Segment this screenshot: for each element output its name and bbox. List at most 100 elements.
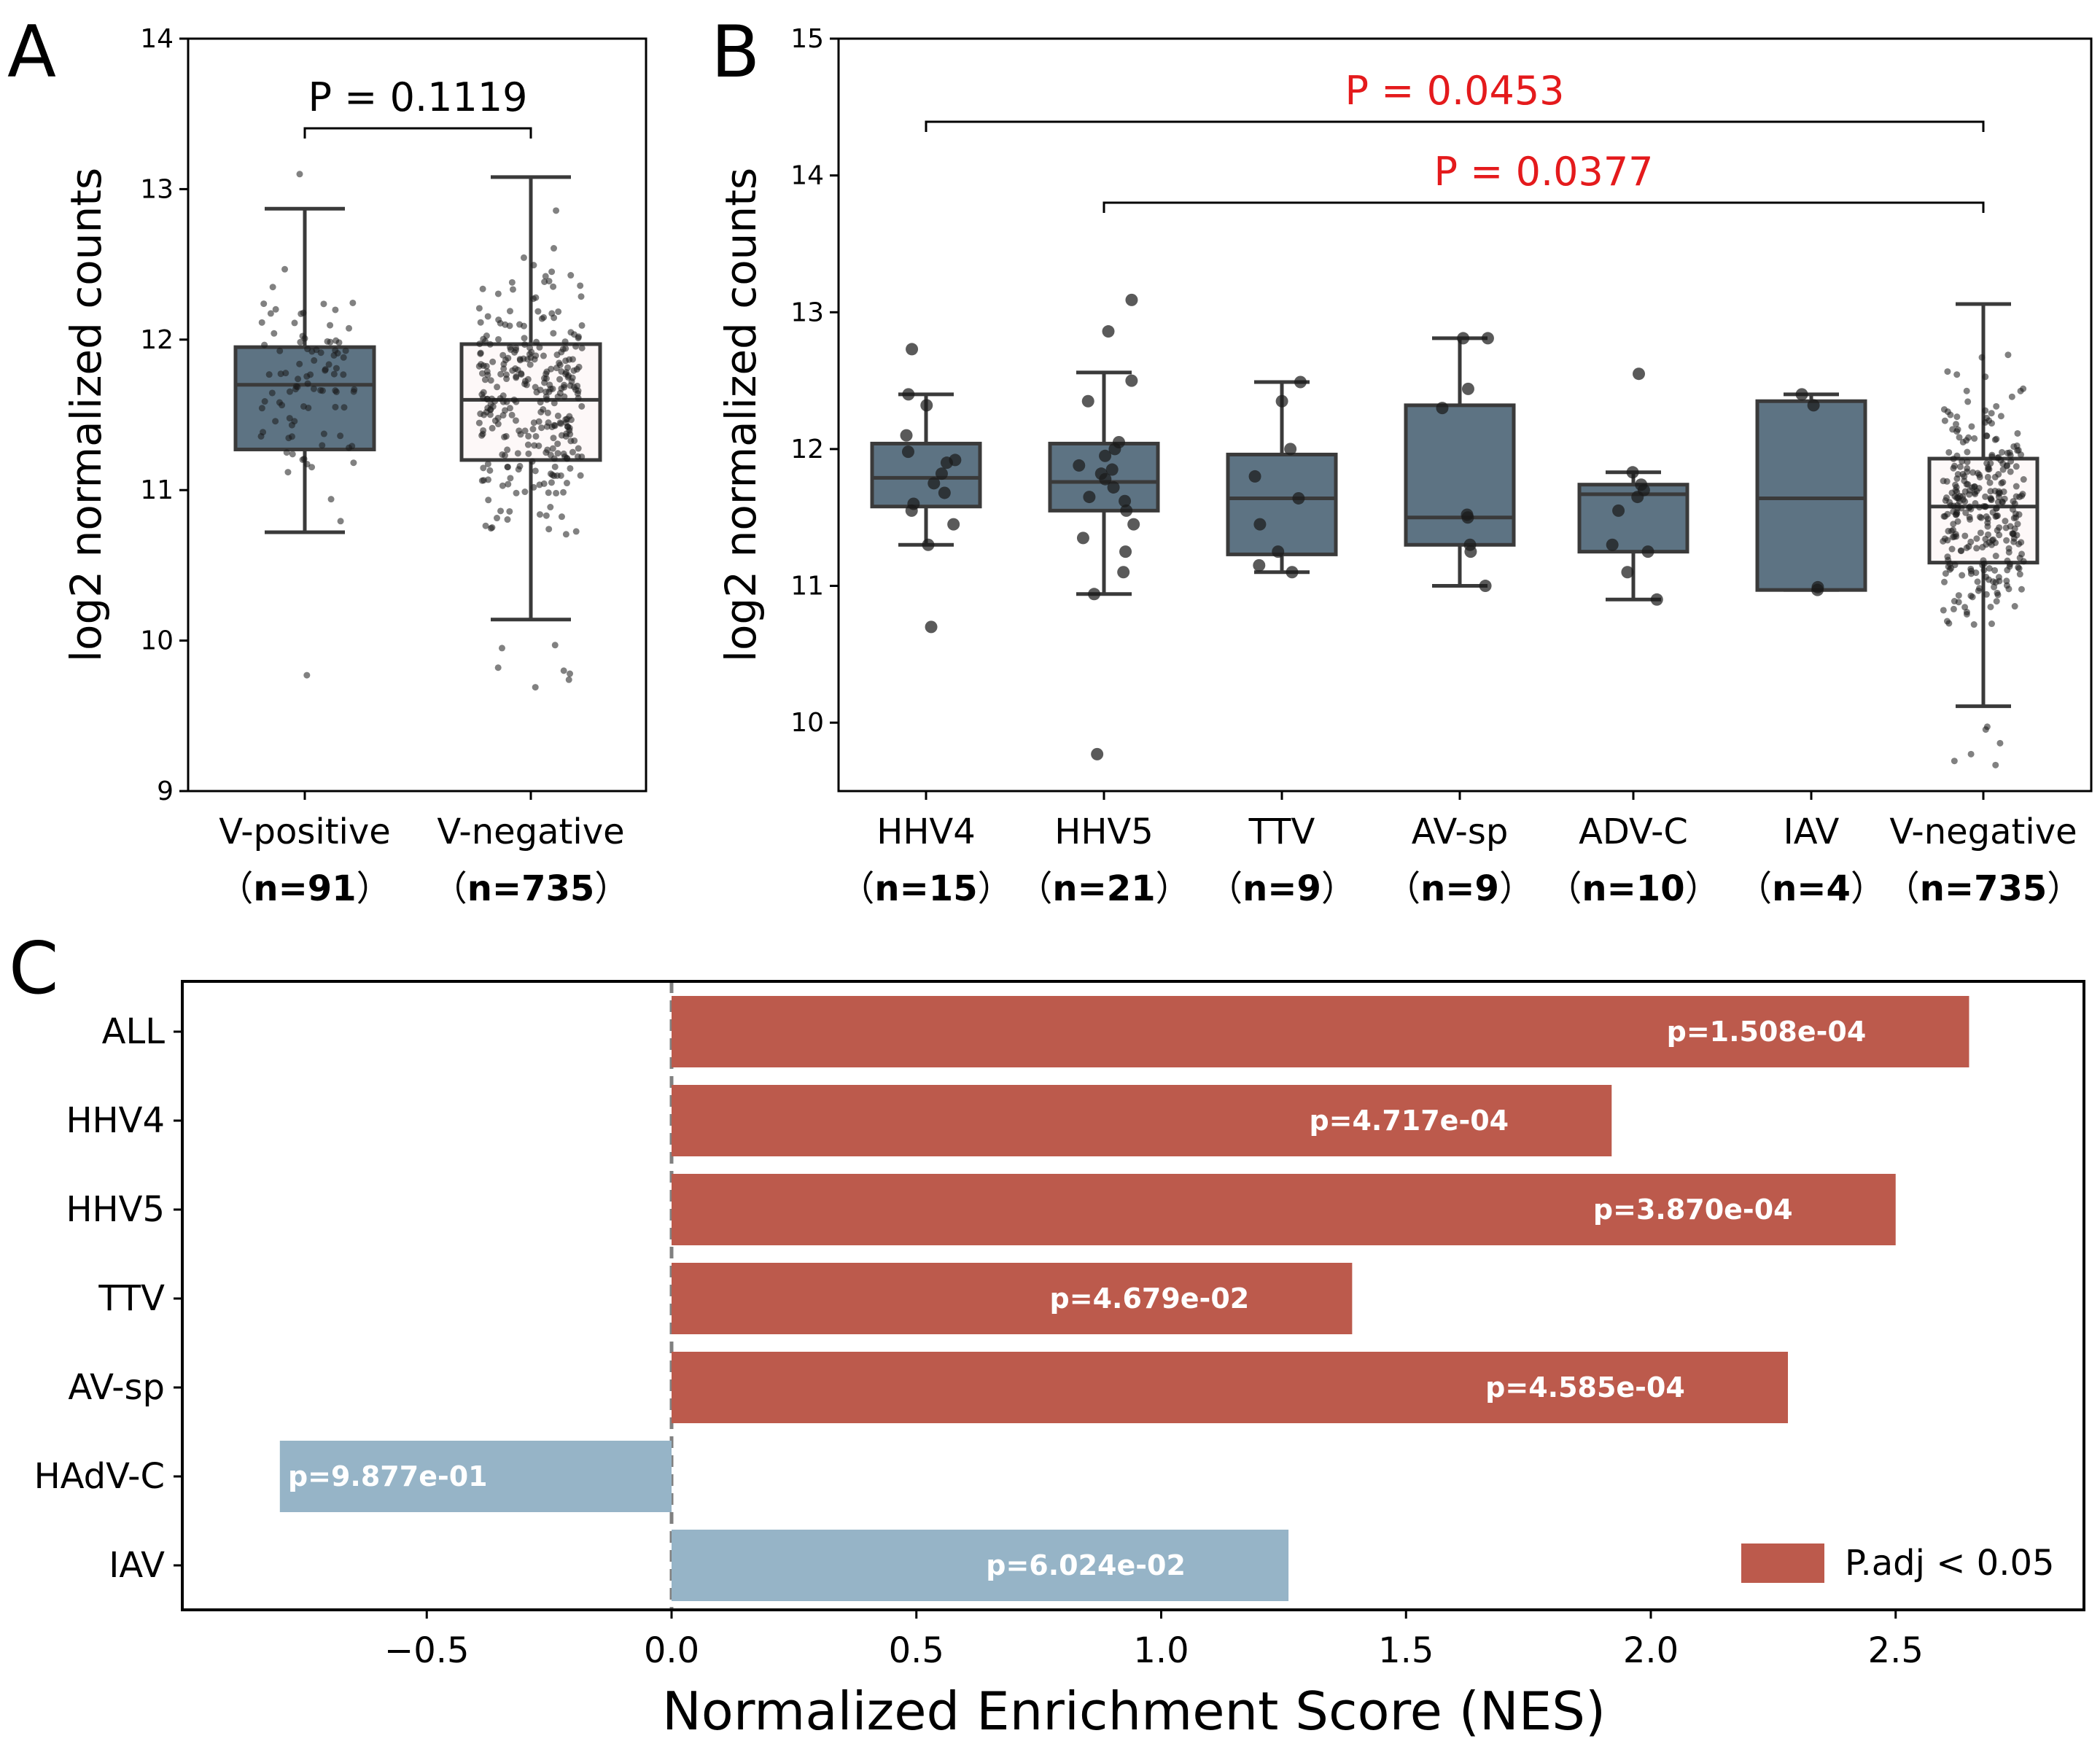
data-point: [332, 387, 339, 394]
data-point: [337, 432, 344, 440]
data-point: [311, 357, 318, 364]
x-tick-label: 2.5: [1868, 1630, 1924, 1671]
data-point: [319, 442, 326, 449]
data-point: [288, 421, 295, 429]
data-point: [516, 462, 524, 470]
data-point: [350, 459, 357, 467]
data-point: [578, 322, 586, 329]
data-point: [1984, 519, 1991, 526]
data-point: [1986, 565, 1993, 572]
data-point: [509, 367, 516, 374]
data-point: [938, 486, 951, 499]
data-point: [510, 396, 518, 403]
data-point: [1988, 497, 1995, 504]
data-point: [575, 445, 582, 452]
data-point: [2010, 530, 2017, 537]
p-value-annotation: P = 0.1119: [308, 74, 527, 120]
box-iqr: [1404, 403, 1516, 547]
data-point: [935, 467, 948, 480]
outlier-point: [303, 671, 311, 679]
data-point: [1949, 426, 1956, 433]
data-point: [530, 262, 537, 269]
x-tick-count: （n=15）: [839, 868, 1012, 909]
data-point: [525, 432, 532, 440]
data-point: [475, 305, 483, 312]
data-point: [562, 432, 569, 440]
data-point: [286, 415, 293, 422]
y-tick-label: 11: [790, 572, 824, 602]
data-point: [548, 310, 556, 317]
data-point: [540, 480, 548, 487]
nes-bar: [672, 996, 1969, 1067]
data-point: [479, 285, 486, 292]
x-tick-label: AV-sp: [1412, 811, 1509, 852]
paren-open: （: [839, 868, 874, 909]
data-point: [1953, 510, 1961, 517]
data-point: [1966, 513, 1973, 521]
data-point: [1962, 509, 1969, 516]
paren-open: （: [1385, 868, 1420, 909]
data-point: [1650, 593, 1663, 606]
data-point: [2020, 385, 2027, 392]
data-point: [1081, 394, 1094, 408]
data-point: [1083, 491, 1096, 504]
data-point: [1294, 375, 1307, 389]
data-point: [491, 417, 499, 424]
data-point: [1961, 473, 1968, 480]
data-point: [1944, 553, 1951, 561]
data-point: [548, 479, 555, 486]
data-point: [1953, 371, 1961, 378]
data-point: [572, 343, 580, 350]
data-point: [485, 497, 492, 504]
data-point: [1982, 373, 1989, 381]
data-point: [518, 370, 525, 378]
data-point: [2016, 554, 2023, 561]
nes-bar: [672, 1263, 1353, 1334]
data-point: [499, 482, 506, 489]
data-point: [504, 464, 511, 471]
data-point: [1942, 570, 1949, 577]
data-point: [1631, 491, 1644, 504]
data-point: [2011, 603, 2018, 610]
data-point: [542, 375, 550, 382]
data-point: [505, 480, 512, 488]
data-point: [530, 419, 537, 427]
data-point: [337, 518, 344, 525]
data-point: [499, 412, 507, 419]
data-point: [1945, 620, 1953, 627]
data-point: [545, 526, 553, 533]
y-tick-label: 10: [790, 708, 824, 738]
data-point: [1978, 354, 1986, 361]
data-point: [1956, 434, 1963, 441]
data-point: [346, 444, 353, 451]
data-point: [1964, 398, 1972, 405]
data-point: [330, 370, 338, 378]
data-point: [502, 357, 509, 364]
panel-c-label: C: [9, 927, 58, 1011]
data-point: [1987, 603, 1994, 610]
data-point: [297, 338, 304, 346]
significance-bracket: [925, 120, 1985, 132]
data-point: [527, 354, 534, 362]
data-point: [1989, 509, 1996, 516]
data-point: [1248, 470, 1261, 483]
outlier-point: [1992, 761, 1999, 768]
data-point: [475, 362, 483, 370]
paren-close: ）: [978, 868, 1013, 909]
data-point: [508, 411, 516, 419]
data-point: [533, 338, 540, 346]
data-point: [548, 365, 555, 373]
data-point: [486, 467, 494, 474]
data-point: [550, 283, 557, 290]
data-point: [1436, 402, 1449, 415]
outlier-point: [560, 667, 567, 674]
data-point: [561, 453, 569, 460]
data-point: [504, 516, 511, 523]
paren-open: （: [1885, 868, 1920, 909]
data-point: [1105, 463, 1119, 476]
outlier-point: [494, 664, 502, 671]
data-point: [501, 433, 508, 440]
data-point: [536, 343, 543, 351]
bar-pvalue-label: p=4.585e-04: [1485, 1371, 1685, 1404]
data-point: [480, 389, 487, 396]
